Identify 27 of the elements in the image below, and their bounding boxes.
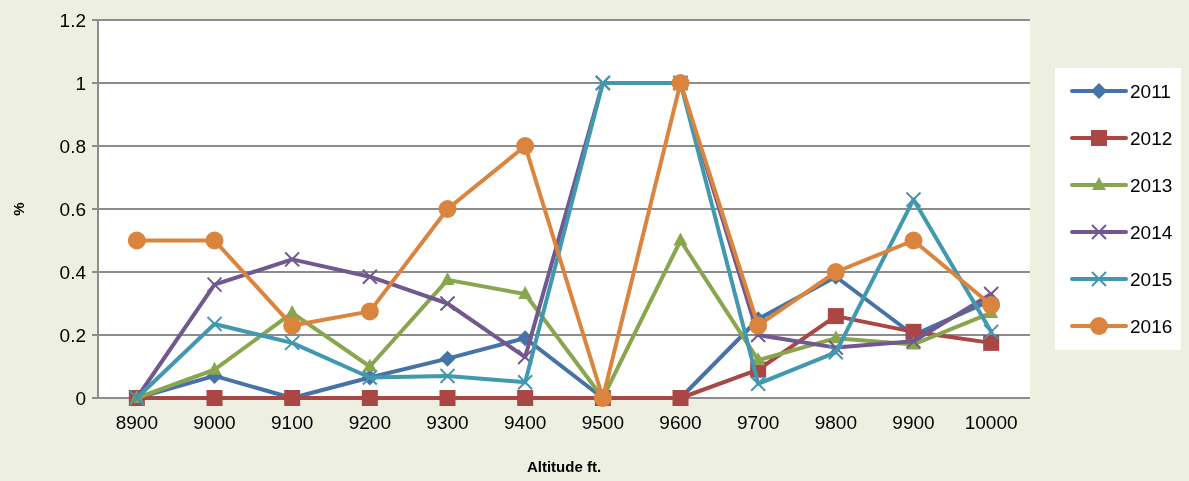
x-tick-label: 9500 [581,412,624,433]
x-tick-label: 9700 [737,412,780,433]
y-tick-label: 0.2 [59,324,86,346]
x-tick-label: 8900 [115,412,158,433]
legend-label: 2015 [1130,268,1173,290]
y-tick-label: 0.6 [59,198,86,220]
legend-label: 2016 [1130,315,1173,337]
y-tick-label: 0.8 [59,135,86,157]
y-tick-label: 0 [75,387,86,409]
y-tick-label: 1 [75,72,86,94]
x-tick-label: 9400 [504,412,547,433]
x-axis-title: Altitude ft. [526,458,602,475]
y-axis-title: % [10,202,27,216]
legend-label: 2012 [1130,127,1173,149]
x-tick-label: 9900 [892,412,935,433]
x-tick-label: 9800 [814,412,857,433]
x-tick-label: 9000 [193,412,236,433]
legend-label: 2014 [1130,221,1173,243]
x-tick-label: 10000 [964,412,1018,433]
y-tick-label: 0.4 [59,261,87,283]
x-tick-label: 9300 [426,412,469,433]
legend-label: 2013 [1130,174,1173,196]
legend-label: 2011 [1130,80,1171,102]
x-tick-label: 9600 [659,412,702,433]
x-tick-label: 9100 [271,412,314,433]
y-tick-label: 1.2 [59,9,86,31]
x-tick-label: 9200 [348,412,391,433]
